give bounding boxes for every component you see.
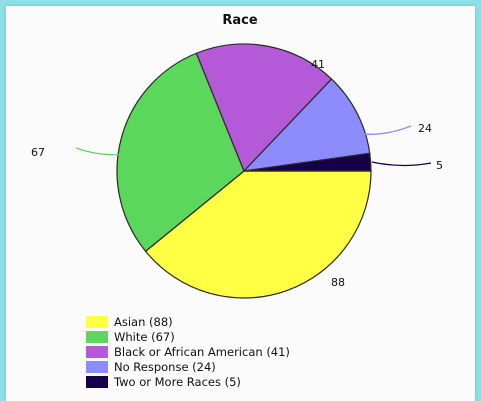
legend-label-4: Two or More Races (5) [113, 375, 241, 389]
chart-panel: Race 88 67 41 24 5 Asian (88) White (67) Black… [6, 6, 475, 401]
pie-slice-2 [195, 43, 333, 173]
leader-line-1 [75, 147, 127, 156]
legend-swatch-2 [86, 346, 108, 358]
data-label-2: 41 [311, 58, 325, 71]
pie-data-labels: 88 67 41 24 5 [31, 58, 443, 289]
legend-label-2: Black or African American (41) [114, 345, 290, 359]
pie-slice-1 [116, 52, 245, 253]
data-label-4: 5 [436, 159, 443, 172]
legend-swatch-0 [86, 316, 108, 328]
leader-line-3 [360, 125, 412, 135]
leader-line-2 [273, 63, 307, 92]
legend: Asian (88)White (67)Black or African Ame… [86, 315, 290, 389]
chart-title: Race [222, 13, 257, 28]
legend-swatch-3 [86, 361, 108, 373]
data-label-3: 24 [418, 122, 432, 135]
pie-slice-4 [243, 152, 372, 172]
legend-label-1: White (67) [114, 330, 175, 344]
data-label-1: 67 [31, 146, 45, 159]
pie-slice-0 [144, 170, 372, 299]
legend-label-3: No Response (24) [114, 360, 216, 374]
leader-line-4 [371, 161, 432, 167]
legend-swatch-1 [86, 331, 108, 343]
pie-leader-lines [75, 63, 432, 294]
leader-line-0 [267, 268, 307, 294]
pie-slice-3 [242, 78, 371, 172]
pie-slices [116, 43, 372, 299]
legend-swatch-4 [86, 376, 108, 388]
legend-label-0: Asian (88) [114, 315, 173, 329]
data-label-0: 88 [331, 276, 345, 289]
pie-chart: Race 88 67 41 24 5 Asian (88)White (67)Black… [31, 13, 443, 389]
